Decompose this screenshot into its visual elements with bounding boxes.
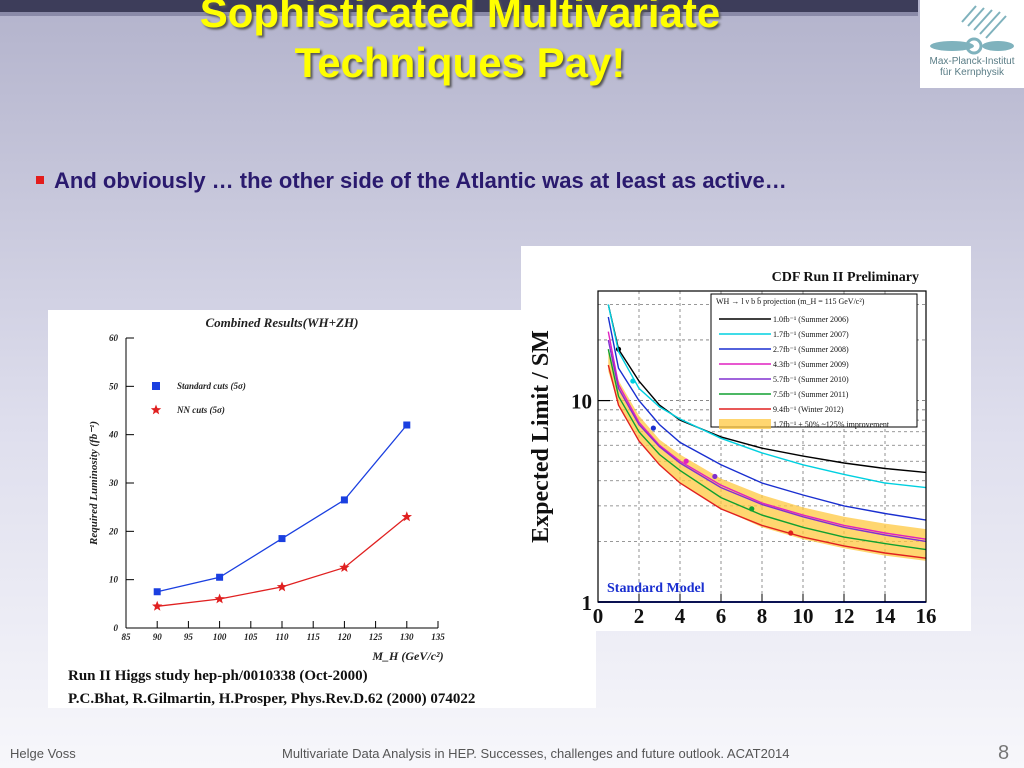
y-tick-label: 10 <box>571 390 592 414</box>
data-point-square <box>403 421 411 429</box>
series-line-1 <box>607 304 927 474</box>
data-point-star <box>214 593 225 604</box>
legend-label: Standard cuts (5σ) <box>177 381 246 391</box>
logo-text-line1: Max-Planck-Institut <box>929 56 1015 67</box>
series-line-1 <box>157 424 408 593</box>
series-line-3 <box>607 316 927 521</box>
x-tick-label: 12 <box>834 604 855 628</box>
standard-model-label: Standard Model <box>607 581 705 596</box>
x-axis-title: M_H (GeV/c²) <box>371 649 443 663</box>
top-accent-bar <box>0 0 918 12</box>
x-tick-label: 85 <box>122 632 132 642</box>
footer-author: Helge Voss <box>10 746 76 761</box>
x-tick-label: 95 <box>184 632 194 642</box>
x-tick-label: 100 <box>213 632 227 642</box>
y-tick-label: 50 <box>109 381 119 391</box>
series-line-2 <box>607 304 927 489</box>
x-tick-label: 4 <box>675 604 686 628</box>
data-point-star <box>339 562 350 572</box>
data-point-star <box>276 581 288 592</box>
x-tick-label: 6 <box>716 604 727 628</box>
series-point-3 <box>650 425 656 431</box>
mpi-logo: Max-Planck-Institut für Kernphysik <box>920 0 1024 88</box>
series-point-5 <box>712 473 718 480</box>
x-tick-label: 16 <box>916 604 937 628</box>
x-tick-label: 0 <box>593 604 604 628</box>
x-tick-label: 120 <box>338 632 352 642</box>
data-point-square <box>278 535 286 543</box>
slide-title: Sophisticated Multivariate Techniques Pa… <box>199 0 721 86</box>
expected-limit-chart-panel: CDF Run II Preliminary Standard Model 0 2 4 6… <box>521 246 971 631</box>
legend-box <box>710 293 918 428</box>
series-point-7 <box>788 530 794 536</box>
luminosity-chart-panel: Combined Results(WH+ZH) 0 10 20 30 40 50 60 85 90… <box>48 310 596 708</box>
x-tick-label: 10 <box>793 604 814 628</box>
x-tick-label: 90 <box>153 632 163 642</box>
x-tick-label: 130 <box>400 632 414 642</box>
legend-label: 1.7fb⁻¹ (Summer 2007) <box>773 330 849 339</box>
bullet-text: And obviously … the other side of the At… <box>54 168 787 193</box>
legend-header: WH → l ν b b̄ projection (m_H = 115 GeV/… <box>716 297 865 306</box>
legend-marker-star <box>150 404 162 415</box>
bullet-point: And obviously … the other side of the At… <box>36 168 787 194</box>
y-tick-label: 10 <box>109 575 119 585</box>
legend-label: 1.0fb⁻¹ (Summer 2006) <box>773 315 849 324</box>
data-point-star <box>401 511 412 522</box>
chart-title: Combined Results(WH+ZH) <box>206 315 359 330</box>
series-point-2 <box>630 378 636 384</box>
caption-line-1: Run II Higgs study hep-ph/0010338 (Oct-2… <box>68 668 368 684</box>
series-line-5 <box>607 339 927 543</box>
page-number: 8 <box>998 742 1010 764</box>
top-accent-stripe <box>0 12 918 16</box>
y-tick-label: 1 <box>582 591 593 615</box>
y-axis-title: Expected Limit / SM <box>528 330 554 543</box>
series-point-4 <box>683 458 689 464</box>
y-tick-label: 0 <box>114 623 119 633</box>
bullet-marker-icon <box>36 176 44 184</box>
logo-text-line2: für Kernphysik <box>940 67 1004 78</box>
luminosity-chart: Combined Results(WH+ZH) 0 10 20 30 40 50 60 85 90… <box>68 315 475 707</box>
data-point-square <box>153 588 161 596</box>
legend-band-swatch <box>719 419 771 429</box>
legend-label: 4.3fb⁻¹ (Summer 2009) <box>773 360 849 369</box>
legend-label: NN cuts (5σ) <box>176 405 225 415</box>
legend-marker-square <box>152 382 160 390</box>
data-point-square <box>216 573 224 581</box>
x-tick-label: 115 <box>307 632 321 642</box>
legend-label: 5.7fb⁻¹ (Summer 2010) <box>773 375 849 384</box>
footer-text: Multivariate Data Analysis in HEP. Succe… <box>282 746 790 761</box>
y-tick-label: 40 <box>108 430 119 440</box>
series-line-7 <box>607 364 927 559</box>
series-line-4 <box>607 331 927 540</box>
caption-line-2: P.C.Bhat, R.Gilmartin, H.Prosper, Phys.R… <box>68 691 475 707</box>
data-point-square <box>340 496 348 504</box>
legend-label: 7.5fb⁻¹ (Summer 2011) <box>773 390 849 399</box>
x-tick-label: 125 <box>369 632 383 642</box>
legend-label: 2.7fb⁻¹ (Summer 2008) <box>773 345 849 354</box>
series-point-6 <box>749 506 755 512</box>
y-tick-label: 20 <box>108 526 119 536</box>
chart-title: CDF Run II Preliminary <box>772 270 919 285</box>
x-tick-label: 8 <box>757 604 768 628</box>
x-tick-label: 105 <box>244 632 258 642</box>
legend-band-label: 1.7fb⁻¹ + 50% ~125% improvement <box>773 420 890 429</box>
y-axis-title: Required Luminosity (fb⁻¹) <box>88 421 100 546</box>
series-line-2 <box>157 516 408 607</box>
x-tick-label: 135 <box>431 632 445 642</box>
mpi-emblem-icon <box>930 5 1014 55</box>
x-tick-label: 14 <box>875 604 897 628</box>
y-tick-label: 30 <box>108 478 119 488</box>
data-point-star <box>152 600 163 611</box>
series-line-6 <box>607 349 927 551</box>
y-tick-label: 60 <box>109 333 119 343</box>
x-tick-label: 110 <box>275 632 289 642</box>
x-tick-label: 2 <box>634 604 645 628</box>
legend-label: 9.4fb⁻¹ (Winter 2012) <box>773 405 844 414</box>
